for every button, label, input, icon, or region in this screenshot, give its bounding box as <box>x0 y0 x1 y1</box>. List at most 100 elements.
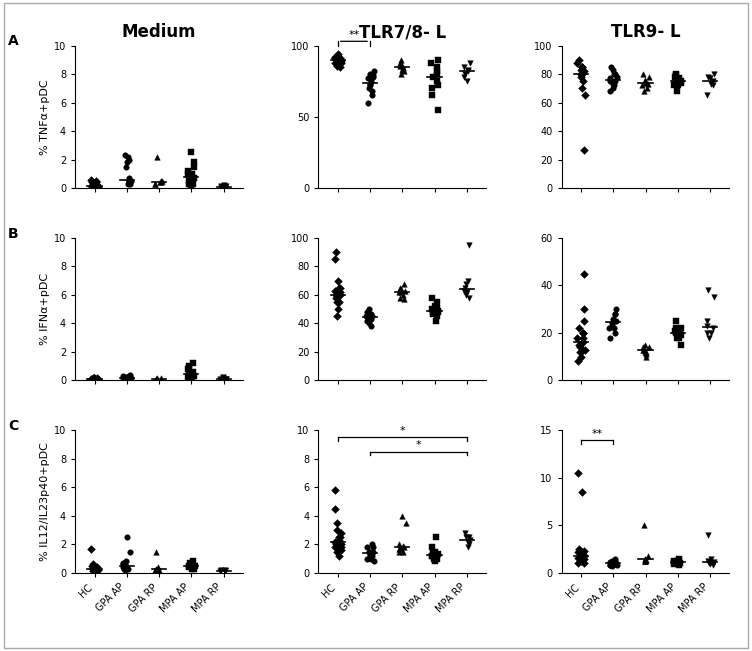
Point <box>426 546 438 557</box>
Point <box>427 309 439 319</box>
Point <box>124 374 136 384</box>
Point <box>399 518 411 528</box>
Point <box>606 558 618 568</box>
Point <box>91 372 103 383</box>
Point <box>183 361 196 372</box>
Point <box>332 283 344 293</box>
Point <box>396 64 408 75</box>
Y-axis label: % IL12/IL23p40+pDC: % IL12/IL23p40+pDC <box>40 442 50 561</box>
Point <box>608 556 620 566</box>
Point <box>185 180 197 191</box>
Point <box>575 549 587 559</box>
Point <box>123 154 135 165</box>
Point <box>458 62 470 72</box>
Point <box>86 561 99 571</box>
Point <box>607 314 619 324</box>
Point <box>183 178 196 189</box>
Point <box>669 326 681 336</box>
Point <box>85 174 97 185</box>
Point <box>185 370 197 380</box>
Point <box>363 546 375 557</box>
Point <box>331 518 343 528</box>
Point <box>186 169 198 179</box>
Point <box>577 62 589 72</box>
Point <box>333 535 345 546</box>
Point <box>609 76 621 87</box>
Point <box>330 55 342 65</box>
Point <box>576 553 588 564</box>
Point <box>398 66 410 76</box>
Point <box>463 535 475 546</box>
Point <box>332 50 344 61</box>
Point <box>92 181 105 191</box>
Point <box>575 347 587 357</box>
Point <box>155 374 167 384</box>
Point <box>367 70 379 81</box>
Point <box>399 286 411 296</box>
Point <box>575 69 587 79</box>
Point <box>183 176 196 186</box>
Point <box>186 171 198 182</box>
Y-axis label: % IFNα+pDC: % IFNα+pDC <box>40 273 50 345</box>
Point <box>187 358 199 368</box>
Point <box>609 327 621 338</box>
Point <box>330 539 342 549</box>
Point <box>335 53 347 64</box>
Point <box>362 542 374 553</box>
Text: B: B <box>8 227 19 241</box>
Point <box>152 562 164 572</box>
Point <box>639 553 651 564</box>
Point <box>362 73 374 83</box>
Point <box>124 373 136 383</box>
Point <box>675 77 687 88</box>
Point <box>572 57 584 68</box>
Point <box>462 66 474 76</box>
Point <box>397 290 409 300</box>
Point <box>182 169 194 179</box>
Point <box>578 145 590 155</box>
Point <box>702 530 714 540</box>
Point <box>187 178 199 189</box>
Point <box>122 152 134 162</box>
Point <box>86 566 99 577</box>
Point <box>329 254 341 264</box>
Point <box>576 83 588 94</box>
Point <box>425 57 437 68</box>
Point <box>669 556 681 566</box>
Point <box>460 290 472 300</box>
Point <box>459 528 471 538</box>
Point <box>332 290 344 300</box>
Point <box>183 558 196 568</box>
Point <box>117 559 129 570</box>
Point <box>185 370 197 380</box>
Point <box>609 69 621 79</box>
Point <box>215 565 227 575</box>
Text: A: A <box>8 34 19 48</box>
Point <box>329 57 341 68</box>
Point <box>89 178 102 189</box>
Point <box>577 551 589 561</box>
Point <box>155 372 167 383</box>
Point <box>572 547 584 557</box>
Point <box>702 72 714 82</box>
Point <box>603 323 615 333</box>
Point <box>125 176 137 186</box>
Point <box>185 559 197 570</box>
Point <box>335 57 347 68</box>
Point <box>576 69 588 79</box>
Text: **: ** <box>348 30 359 40</box>
Point <box>607 83 619 94</box>
Point <box>606 321 618 331</box>
Point <box>429 546 441 557</box>
Point <box>366 539 378 549</box>
Point <box>637 69 649 79</box>
Point <box>397 540 409 551</box>
Point <box>398 542 410 553</box>
Point <box>332 297 344 307</box>
Point <box>120 150 132 161</box>
Point <box>335 56 347 66</box>
Point <box>640 352 652 362</box>
Point <box>182 372 194 383</box>
Point <box>399 279 411 289</box>
Point <box>188 158 200 168</box>
